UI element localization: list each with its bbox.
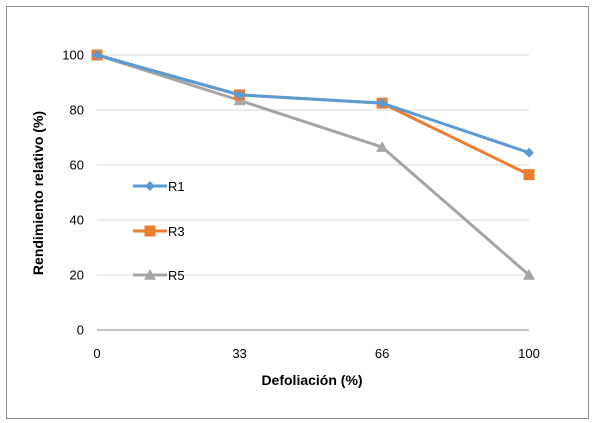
- x-tick-label: 33: [232, 346, 246, 361]
- x-tick-label: 100: [518, 346, 540, 361]
- legend: R1 R3 R5: [133, 179, 185, 283]
- y-tick-label: 40: [70, 213, 84, 228]
- legend-item-r5: R5: [133, 268, 185, 283]
- series-r1: [92, 50, 534, 158]
- x-tick-label: 66: [375, 346, 389, 361]
- series-line: [96, 53, 530, 277]
- x-tick-label: 0: [93, 346, 100, 361]
- y-tick-label: 60: [70, 158, 84, 173]
- series-r5: [91, 49, 535, 280]
- data-point: [377, 98, 388, 109]
- data-point: [234, 89, 245, 100]
- y-tick-label: 80: [70, 103, 84, 118]
- series-group: [91, 49, 535, 280]
- data-point: [523, 269, 535, 280]
- legend-item-r3: R3: [133, 224, 185, 239]
- data-point: [92, 50, 102, 60]
- gridlines: [97, 54, 529, 276]
- chart-frame: [6, 6, 589, 419]
- y-tick-label: 0: [77, 323, 84, 338]
- y-tick-label: 20: [70, 268, 84, 283]
- y-tick-labels: 0 20 40 60 80 100: [62, 48, 84, 338]
- legend-label: R5: [168, 268, 185, 283]
- legend-label: R1: [168, 179, 185, 194]
- x-axis-title: Defoliación (%): [261, 372, 362, 388]
- legend-item-r1: R1: [133, 179, 185, 194]
- legend-label: R3: [168, 224, 185, 239]
- series-line: [96, 53, 530, 155]
- legend-marker: [144, 225, 156, 237]
- x-tick-labels: 0 33 66 100: [93, 346, 539, 361]
- y-axis-title: Rendimiento relativo (%): [30, 111, 46, 275]
- series-r3: [91, 49, 535, 181]
- legend-marker: [144, 269, 156, 280]
- data-point: [524, 147, 534, 158]
- data-point: [523, 169, 535, 181]
- legend-marker: [145, 181, 155, 191]
- data-point: [376, 141, 389, 152]
- y-tick-label: 100: [62, 48, 84, 63]
